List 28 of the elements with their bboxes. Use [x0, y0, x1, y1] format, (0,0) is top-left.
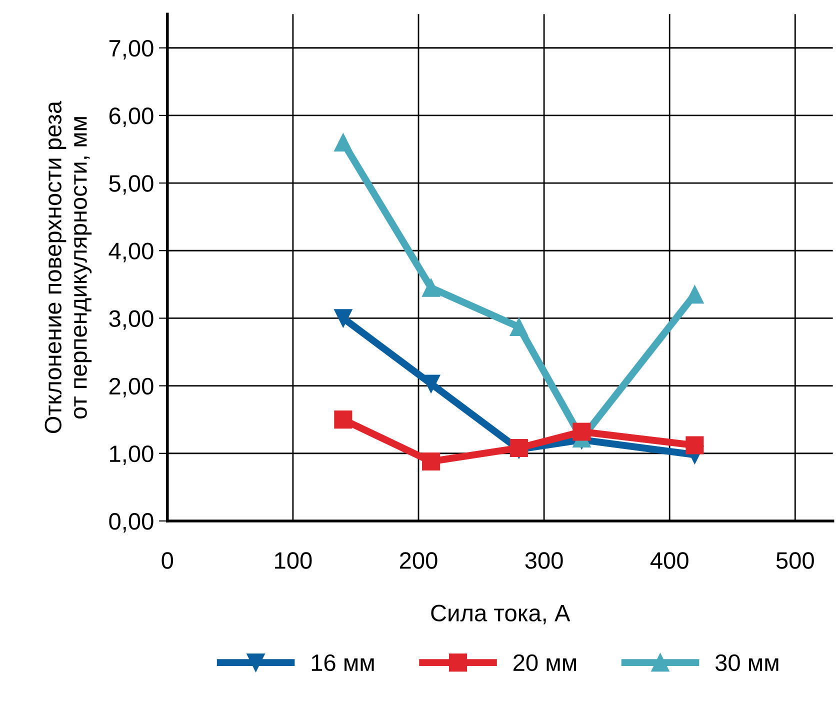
point	[422, 278, 440, 297]
legend-label: 20 мм	[514, 654, 576, 672]
y-tick-label: 0,00	[109, 513, 154, 533]
y-tick-label: 6,00	[109, 108, 154, 128]
x-tick-label: 400	[650, 552, 688, 569]
point	[686, 436, 704, 454]
x-axis-title: Сила тока, А	[431, 604, 570, 624]
legend-label: 30 мм	[715, 654, 778, 672]
point	[334, 133, 352, 152]
y-tick-label: 5,00	[109, 175, 154, 195]
y-tick-label: 7,00	[109, 40, 154, 60]
x-tick-label: 300	[525, 552, 563, 569]
y-tick-label: 1,00	[110, 445, 154, 465]
x-tick-label: 0	[162, 552, 174, 569]
point	[334, 410, 352, 429]
point	[422, 452, 440, 471]
y-tick-label: 4,00	[108, 242, 154, 262]
y-tick-label: 2,00	[109, 378, 154, 398]
x-tick-label: 100	[275, 552, 312, 569]
point	[572, 422, 591, 441]
x-tick-label: 500	[776, 552, 814, 569]
y-tick-label: 3,00	[109, 310, 154, 330]
x-tick-label: 200	[400, 552, 438, 569]
point	[510, 438, 528, 457]
legend-label: 16 мм	[312, 654, 374, 672]
point	[510, 318, 528, 336]
point	[334, 309, 352, 328]
y-axis-title: Отклонение поверхности реза от перпендикулярности, мм	[44, 100, 92, 434]
